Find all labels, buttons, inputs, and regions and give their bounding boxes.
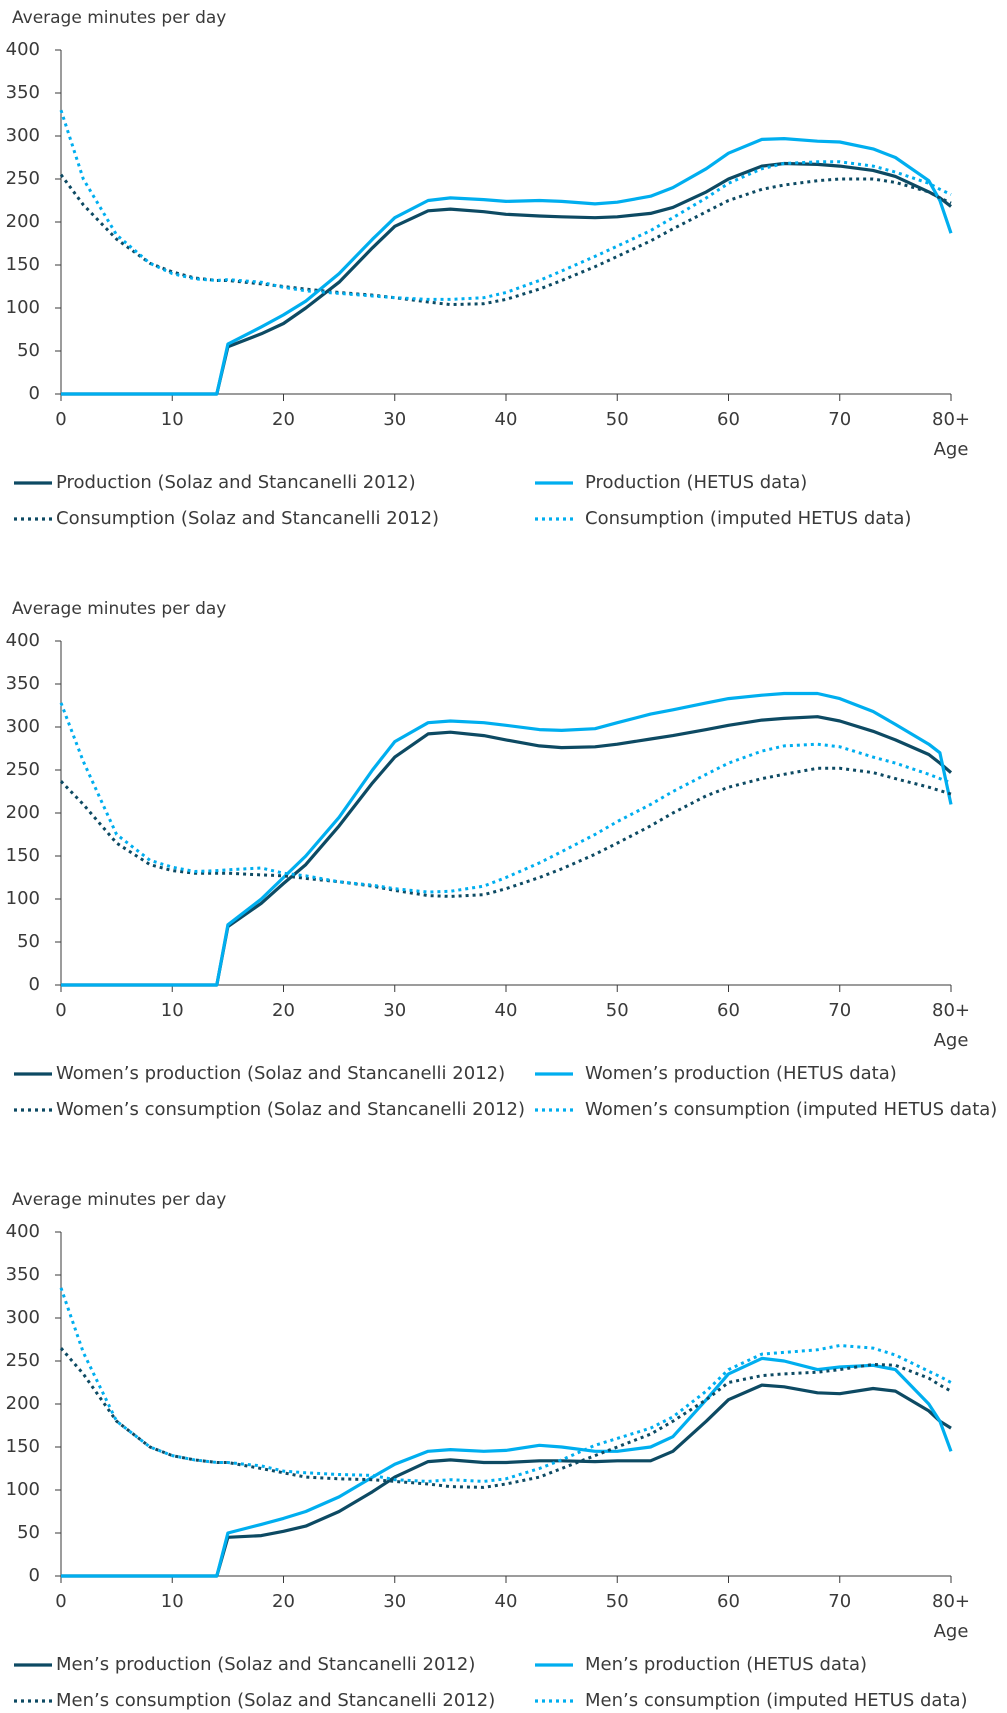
y-tick-label: 0 — [29, 1565, 40, 1586]
legend-label: Men’s production (HETUS data) — [585, 1654, 867, 1675]
y-tick-label: 0 — [29, 383, 40, 404]
series-line — [59, 702, 952, 894]
x-tick-label: 70 — [828, 409, 851, 430]
legend-label: Consumption (Solaz and Stancanelli 2012) — [56, 508, 439, 529]
x-axis-title: Age — [934, 1621, 969, 1642]
legend-label: Women’s production (Solaz and Stancanell… — [56, 1063, 505, 1084]
y-tick-label: 400 — [6, 39, 40, 60]
y-axis-title: Average minutes per day — [12, 599, 226, 619]
series-line — [61, 1356, 953, 1578]
y-tick-label: 300 — [6, 125, 40, 146]
x-tick-label: 0 — [55, 1000, 66, 1021]
y-tick-label: 100 — [6, 888, 40, 909]
x-tick-label: 30 — [383, 1591, 406, 1612]
x-tick-label: 10 — [161, 409, 184, 430]
x-tick-label: 20 — [272, 409, 295, 430]
y-tick-label: 400 — [6, 1221, 40, 1242]
y-tick-label: 150 — [6, 1436, 40, 1457]
x-tick-label: 10 — [161, 1591, 184, 1612]
x-tick-label: 80+ — [932, 1000, 970, 1021]
x-tick-label: 40 — [495, 1000, 518, 1021]
y-tick-label: 150 — [6, 845, 40, 866]
y-tick-label: 200 — [6, 802, 40, 823]
chart-panel: Average minutes per day05010015020025030… — [6, 1190, 970, 1711]
series-line — [61, 715, 953, 987]
legend-label: Production (Solaz and Stancanelli 2012) — [56, 472, 416, 493]
x-tick-label: 40 — [495, 1591, 518, 1612]
x-tick-label: 60 — [717, 1000, 740, 1021]
x-tick-label: 60 — [717, 409, 740, 430]
x-tick-label: 80+ — [932, 409, 970, 430]
y-tick-label: 250 — [6, 759, 40, 780]
x-tick-label: 20 — [272, 1000, 295, 1021]
y-tick-label: 150 — [6, 254, 40, 275]
series-line — [61, 161, 952, 396]
y-tick-label: 50 — [17, 931, 40, 952]
x-tick-label: 70 — [828, 1591, 851, 1612]
series-line — [59, 173, 952, 307]
x-tick-label: 80+ — [932, 1591, 970, 1612]
x-tick-label: 40 — [495, 409, 518, 430]
x-tick-label: 10 — [161, 1000, 184, 1021]
x-tick-label: 60 — [717, 1591, 740, 1612]
y-tick-label: 100 — [6, 1479, 40, 1500]
y-tick-label: 200 — [6, 211, 40, 232]
legend-label: Men’s consumption (imputed HETUS data) — [585, 1690, 968, 1711]
x-tick-label: 30 — [383, 409, 406, 430]
y-tick-label: 0 — [29, 974, 40, 995]
y-tick-label: 250 — [6, 168, 40, 189]
x-tick-label: 50 — [606, 1591, 629, 1612]
x-tick-label: 70 — [828, 1000, 851, 1021]
x-axis-title: Age — [934, 439, 969, 460]
legend-label: Men’s production (Solaz and Stancanelli … — [56, 1654, 475, 1675]
chart-panel: Average minutes per day05010015020025030… — [6, 599, 998, 1120]
x-tick-label: 0 — [55, 1591, 66, 1612]
series-line — [61, 691, 953, 987]
y-tick-label: 200 — [6, 1393, 40, 1414]
y-tick-label: 100 — [6, 297, 40, 318]
y-tick-label: 350 — [6, 673, 40, 694]
chart-panel: Average minutes per day05010015020025030… — [6, 8, 970, 529]
legend-label: Women’s consumption (imputed HETUS data) — [585, 1099, 997, 1120]
x-tick-label: 50 — [606, 409, 629, 430]
y-tick-label: 250 — [6, 1350, 40, 1371]
x-tick-label: 30 — [383, 1000, 406, 1021]
y-tick-label: 50 — [17, 340, 40, 361]
y-tick-label: 350 — [6, 82, 40, 103]
y-axis-title: Average minutes per day — [12, 8, 226, 28]
legend-label: Men’s consumption (Solaz and Stancanelli… — [56, 1690, 495, 1711]
x-axis-title: Age — [934, 1030, 969, 1051]
series-line — [59, 1287, 952, 1483]
y-tick-label: 400 — [6, 630, 40, 651]
y-tick-label: 300 — [6, 716, 40, 737]
legend-label: Production (HETUS data) — [585, 472, 807, 493]
y-axis-title: Average minutes per day — [12, 1190, 226, 1210]
legend-label: Women’s production (HETUS data) — [585, 1063, 897, 1084]
y-tick-label: 50 — [17, 1522, 40, 1543]
y-tick-label: 350 — [6, 1264, 40, 1285]
series-line — [61, 1383, 952, 1578]
series-line — [61, 137, 953, 396]
legend-label: Consumption (imputed HETUS data) — [585, 508, 911, 529]
x-tick-label: 0 — [55, 409, 66, 430]
y-tick-label: 300 — [6, 1307, 40, 1328]
series-line — [59, 766, 952, 898]
x-tick-label: 50 — [606, 1000, 629, 1021]
series-line — [59, 109, 952, 301]
x-tick-label: 20 — [272, 1591, 295, 1612]
legend-label: Women’s consumption (Solaz and Stancanel… — [56, 1099, 525, 1120]
